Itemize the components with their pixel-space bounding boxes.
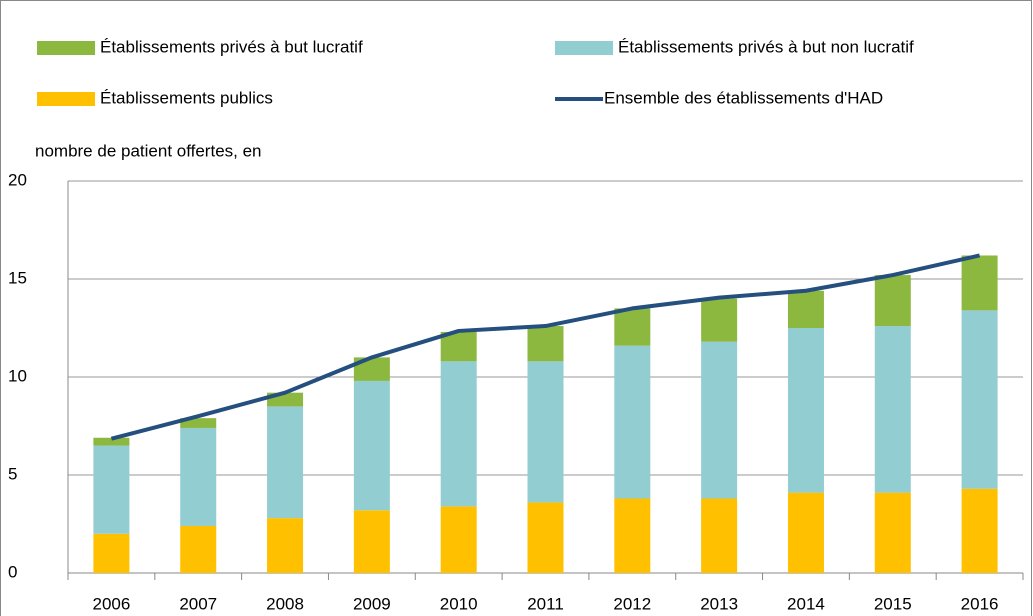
bar-segment bbox=[440, 361, 477, 507]
x-tick-label: 2006 bbox=[92, 594, 130, 613]
bar-segment bbox=[93, 445, 130, 534]
bar-segment bbox=[787, 328, 824, 493]
x-tick-label: 2012 bbox=[613, 594, 651, 613]
x-tick-label: 2008 bbox=[266, 594, 304, 613]
x-tick-label: 2010 bbox=[440, 594, 478, 613]
legend-swatch bbox=[37, 92, 95, 106]
legend-label: Établissements privés à but non lucratif bbox=[618, 37, 914, 56]
bar-segment bbox=[614, 498, 651, 573]
x-tick-label: 2011 bbox=[527, 594, 564, 613]
bar-segment bbox=[353, 380, 390, 511]
legend-label: Ensemble des établissements d'HAD bbox=[604, 88, 883, 107]
bar-segment bbox=[874, 492, 911, 573]
bar-segment bbox=[180, 418, 217, 428]
bar-segment bbox=[353, 510, 390, 573]
bar-segment bbox=[180, 525, 217, 573]
bar-segment bbox=[701, 498, 738, 573]
x-tick-label: 2013 bbox=[700, 594, 738, 613]
y-tick-label: 0 bbox=[8, 562, 17, 581]
legend-swatch bbox=[37, 41, 95, 55]
legend-label: Établissements privés à but lucratif bbox=[100, 37, 363, 56]
line bbox=[110, 253, 981, 441]
bar-segment bbox=[701, 298, 738, 342]
y-tick-label: 5 bbox=[8, 464, 17, 483]
bar-segment bbox=[527, 361, 564, 503]
bar-segment bbox=[961, 488, 998, 573]
bar-segment bbox=[267, 518, 304, 573]
y-tick-label: 15 bbox=[8, 268, 27, 287]
y-tick-label: 20 bbox=[8, 170, 27, 189]
bar-segment bbox=[440, 506, 477, 573]
bar-segment bbox=[701, 341, 738, 499]
x-tick-label: 2014 bbox=[787, 594, 825, 613]
bar-segment bbox=[440, 331, 477, 362]
legend-label: Établissements publics bbox=[100, 88, 273, 107]
bar-segment bbox=[353, 357, 390, 381]
y-tick-label: 10 bbox=[8, 366, 27, 385]
x-tick-label: 2007 bbox=[179, 594, 217, 613]
bar-segment bbox=[614, 308, 651, 346]
bar-segment bbox=[93, 437, 130, 446]
bar-segment bbox=[787, 492, 824, 573]
x-tick-label: 2016 bbox=[961, 594, 999, 613]
bar-segment bbox=[180, 427, 217, 526]
bar-segment bbox=[527, 326, 564, 362]
bar-segment bbox=[961, 255, 998, 311]
bar-segment bbox=[961, 310, 998, 489]
y-axis-label: nombre de patient offertes, en bbox=[35, 141, 262, 160]
bar-segment bbox=[874, 275, 911, 327]
bar-segment bbox=[614, 345, 651, 499]
x-tick-label: 2015 bbox=[874, 594, 912, 613]
bar-segment bbox=[267, 406, 304, 519]
bar-segment bbox=[874, 326, 911, 493]
x-tick-label: 2009 bbox=[353, 594, 391, 613]
legend-swatch bbox=[555, 41, 613, 55]
bar-segment bbox=[787, 290, 824, 328]
bar-segment bbox=[527, 502, 564, 573]
bar-segment bbox=[93, 533, 130, 573]
